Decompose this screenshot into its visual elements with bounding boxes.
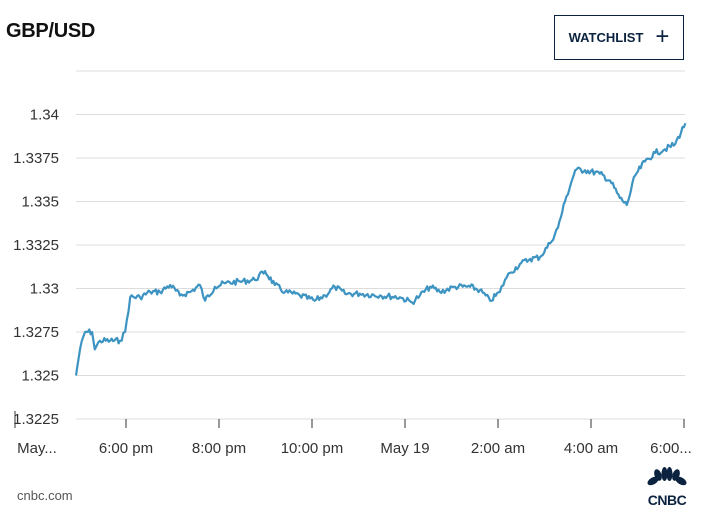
x-start-label: May... [17, 440, 57, 457]
page-title: GBP/USD [6, 20, 96, 42]
watchlist-label: WATCHLIST [568, 30, 644, 45]
x-tick-label: 8:00 pm [192, 440, 246, 457]
y-tick-label: 1.325 [21, 368, 59, 385]
x-tick-label: 4:00 am [564, 440, 618, 457]
x-tick-label: 2:00 am [471, 440, 525, 457]
y-tick-label: 1.3225 [13, 411, 59, 428]
y-tick-label: 1.3325 [13, 237, 59, 254]
series-line-gbp-usd [74, 122, 687, 376]
plus-icon: + [655, 22, 670, 50]
y-tick-label: 1.3375 [13, 150, 59, 167]
y-tick-label: 1.335 [21, 194, 59, 211]
y-tick-label: 1.3275 [13, 324, 59, 341]
logo-text: CNBC [647, 492, 687, 508]
x-tick-label: May 19 [380, 440, 429, 457]
y-tick-label: 1.34 [30, 107, 59, 124]
cnbc-logo: CNBC [645, 466, 689, 508]
peacock-icon [647, 467, 687, 486]
x-tick-label: 10:00 pm [281, 440, 344, 457]
x-tick-label: 6:00 pm [99, 440, 153, 457]
source-label: cnbc.com [17, 488, 73, 503]
y-tick-label: 1.33 [30, 281, 59, 298]
watchlist-button[interactable]: WATCHLIST + [554, 15, 684, 60]
x-tick-label: 6:00... [650, 440, 692, 457]
